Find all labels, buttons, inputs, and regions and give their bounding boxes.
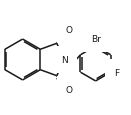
Text: F: F — [114, 68, 119, 77]
Text: Br: Br — [91, 35, 101, 44]
Text: O: O — [66, 85, 73, 94]
Text: N: N — [61, 56, 68, 64]
Text: O: O — [66, 26, 73, 35]
